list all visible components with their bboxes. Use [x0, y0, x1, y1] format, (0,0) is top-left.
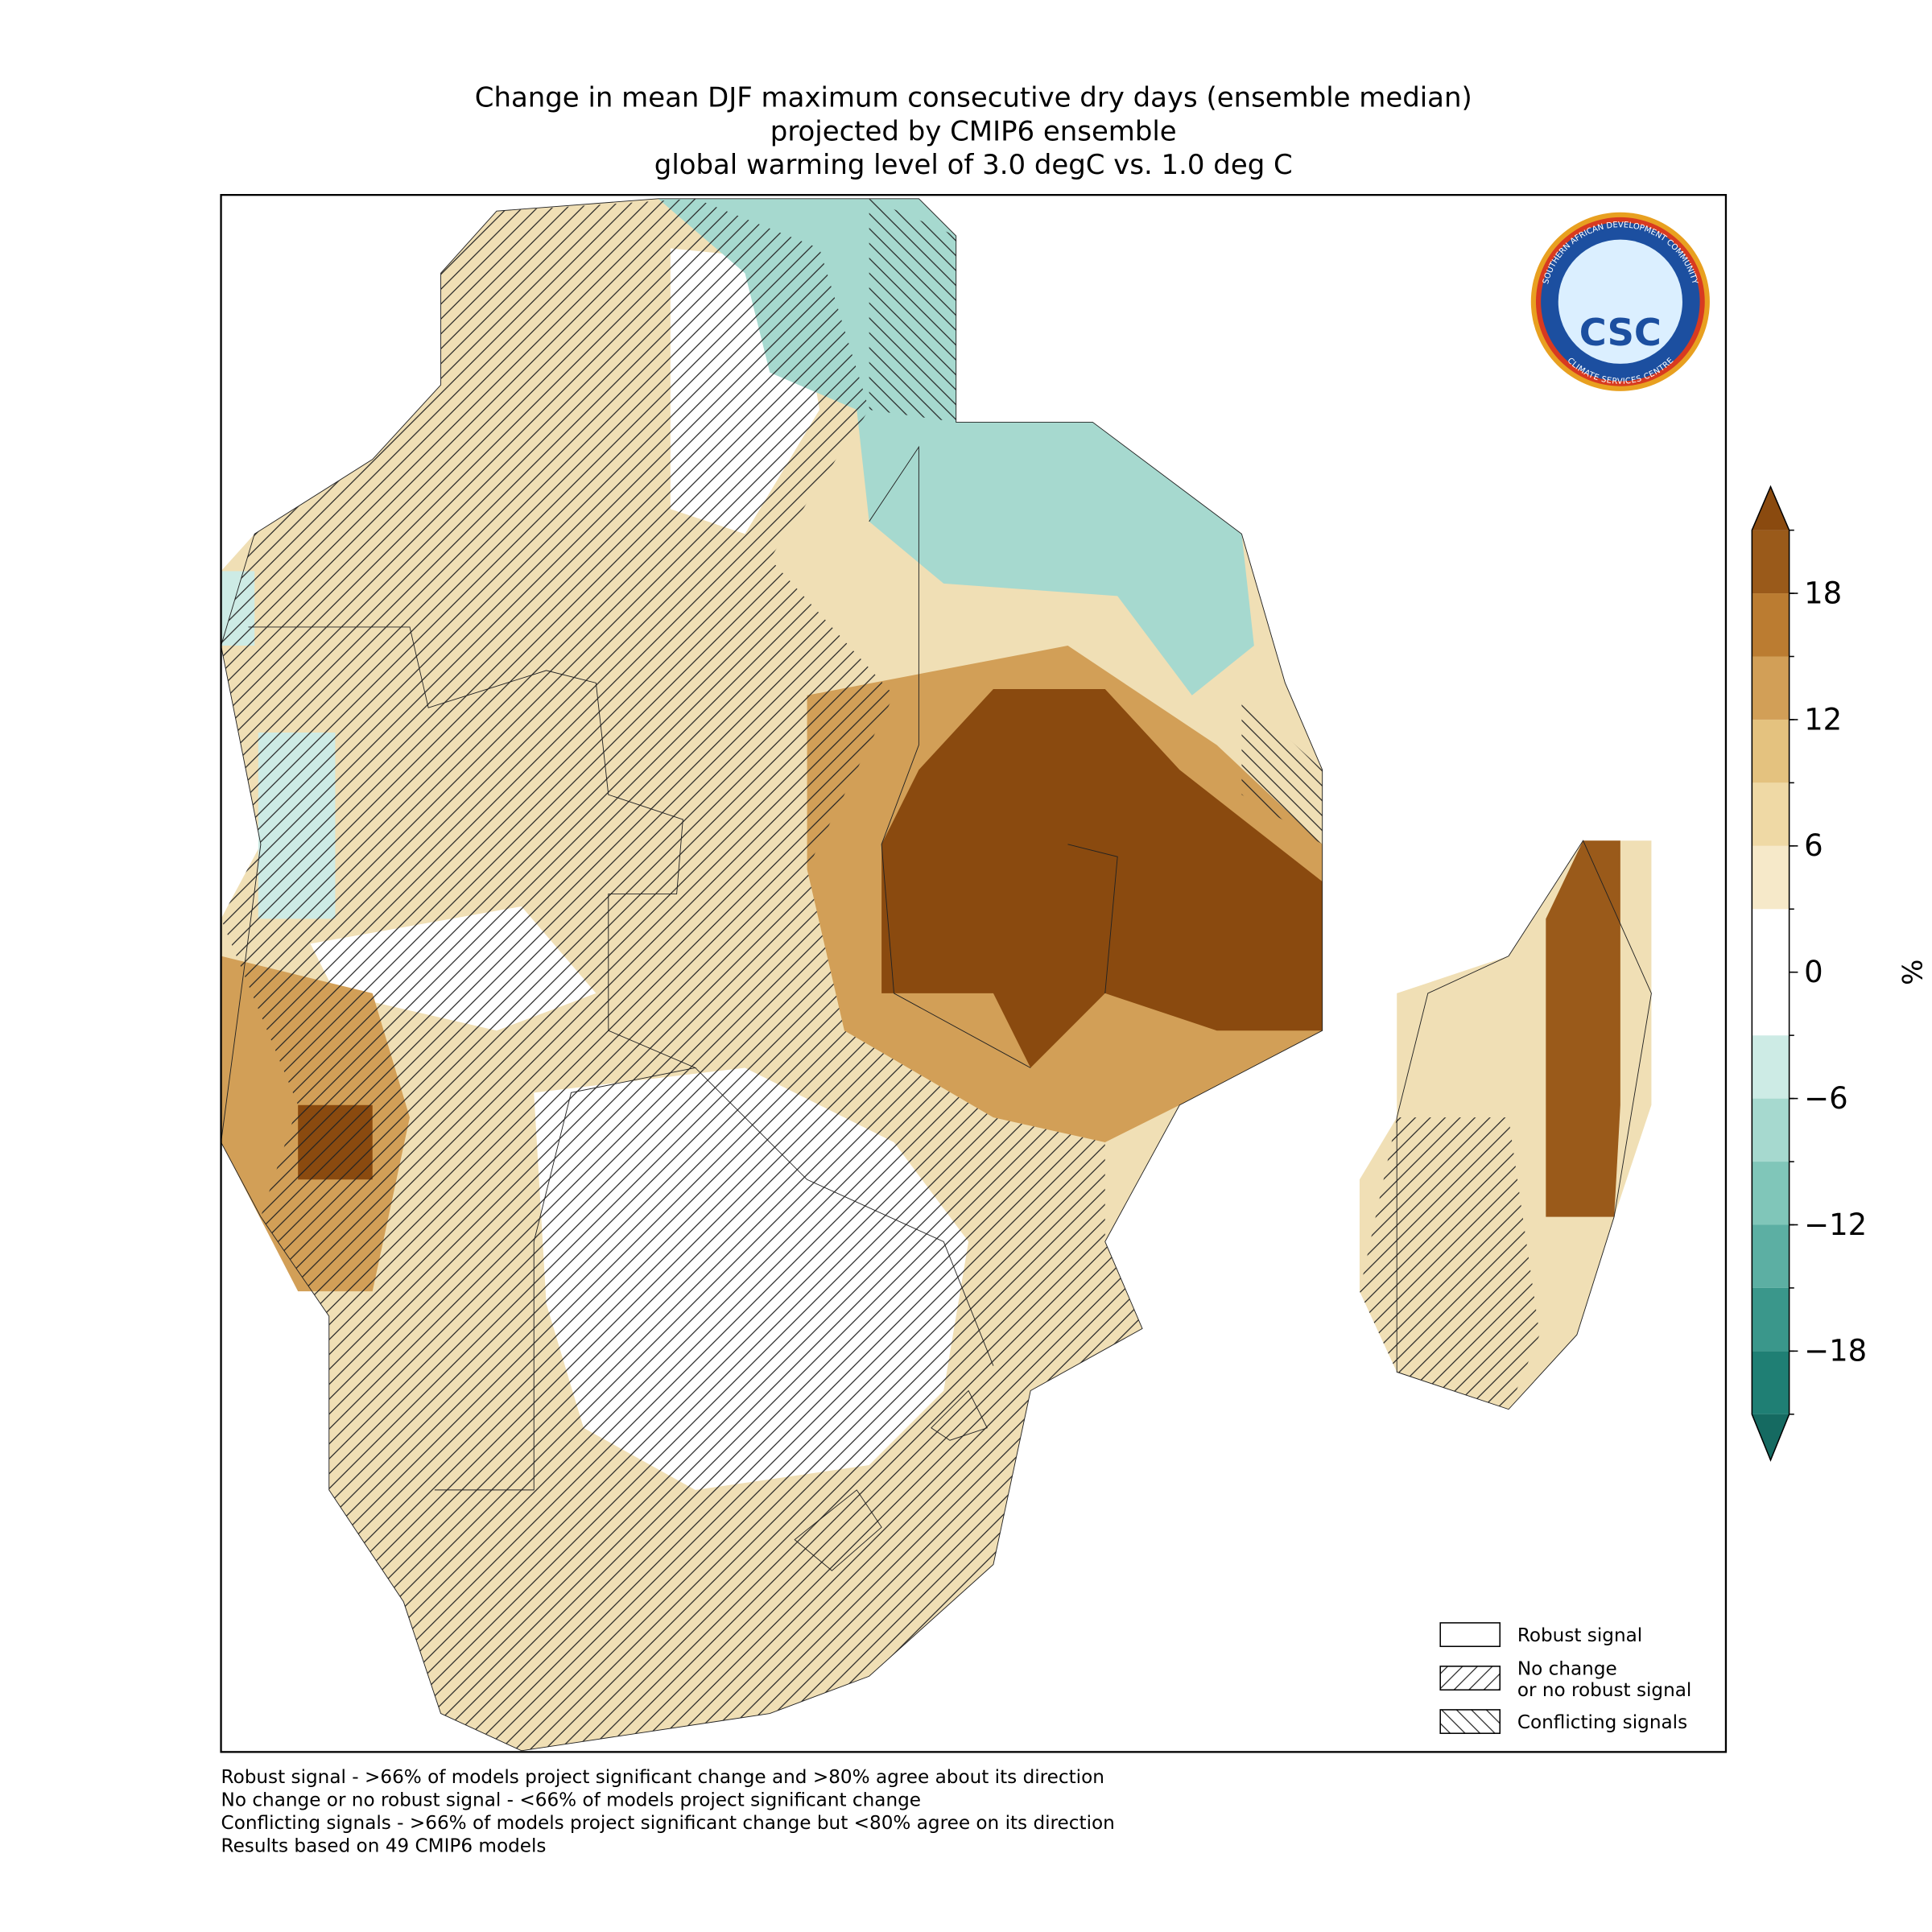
- title-line: projected by CMIP6 ensemble: [770, 116, 1177, 147]
- colorbar-over: [1752, 486, 1790, 530]
- colorbar-bin: [1752, 1035, 1790, 1099]
- colorbar-tick-label: −18: [1804, 1334, 1867, 1368]
- colorbar-label: %: [1898, 960, 1930, 985]
- logo-center: [1558, 239, 1682, 364]
- colorbar-bin: [1752, 719, 1790, 783]
- colorbar-bin: [1752, 656, 1790, 720]
- dark-brown-zone: [298, 689, 1323, 1180]
- colorbar-bin: [1752, 845, 1790, 910]
- legend-swatch: [1439, 1666, 1501, 1690]
- hatching: [221, 198, 1540, 1751]
- legend-label: No change: [1517, 1659, 1617, 1680]
- colorbar-tick-label: 18: [1804, 576, 1842, 610]
- footnote: No change or no robust signal - <66% of …: [221, 1790, 921, 1810]
- colorbar-bin: [1752, 972, 1790, 1036]
- legend-swatch: [1439, 1622, 1501, 1648]
- colorbar-under: [1752, 1414, 1790, 1460]
- hatching-conflict: [869, 198, 1323, 844]
- colorbar: −18 −12 −6 0 6 12 18%: [1751, 485, 1930, 1462]
- title: Change in mean DJF maximum consecutive d…: [475, 83, 1472, 181]
- colorbar-bin: [1752, 1162, 1790, 1225]
- colorbar-bin: [1752, 1351, 1790, 1414]
- colorbar-bin: [1752, 909, 1790, 972]
- footnote: Results based on 49 CMIP6 models: [221, 1836, 547, 1857]
- madagascar-brown: [1546, 840, 1620, 1217]
- colorbar-tick-label: −6: [1804, 1081, 1848, 1116]
- footnote: Conflicting signals - >66% of models pro…: [221, 1813, 1115, 1834]
- map: [221, 198, 1652, 1752]
- map-frame: [220, 194, 1728, 1753]
- colorbar-tick-label: 0: [1804, 955, 1823, 989]
- footnotes: Robust signal - >66% of models project s…: [221, 1767, 1115, 1857]
- colorbar-bin: [1752, 593, 1790, 657]
- colorbar-bin: [1752, 782, 1790, 846]
- colorbar-bin: [1752, 1287, 1790, 1352]
- colorbar-bin: [1752, 1224, 1790, 1288]
- title-line: global warming level of 3.0 degC vs. 1.0…: [654, 150, 1293, 181]
- legend-label: Robust signal: [1517, 1625, 1642, 1646]
- colorbar-tick-label: −12: [1804, 1208, 1867, 1242]
- footnote: Robust signal - >66% of models project s…: [221, 1767, 1104, 1788]
- colorbar-tick-label: 12: [1804, 702, 1842, 737]
- colorbar-bin: [1752, 530, 1790, 594]
- logo-mark: CSC: [1579, 311, 1662, 354]
- title-line: Change in mean DJF maximum consecutive d…: [475, 83, 1472, 114]
- borders: [221, 198, 1652, 1752]
- legend-label: Conflicting signals: [1517, 1712, 1687, 1733]
- legend-swatch: [1439, 1709, 1501, 1734]
- legend-label: or no robust signal: [1517, 1680, 1692, 1701]
- colorbar-tick-label: 6: [1804, 828, 1823, 863]
- colorbar-bin: [1752, 1098, 1790, 1162]
- logo: SOUTHERN AFRICAN DEVELOPMENT COMMUNITY C…: [1530, 212, 1710, 391]
